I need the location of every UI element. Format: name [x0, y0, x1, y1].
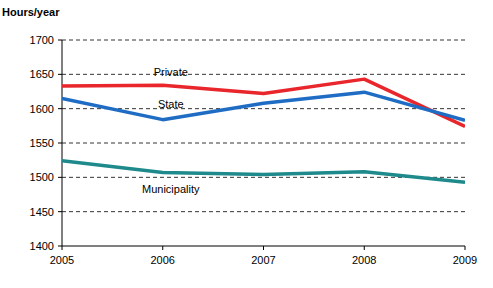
x-tick-label: 2006	[151, 254, 175, 266]
y-tick	[58, 40, 62, 41]
x-tick	[263, 246, 264, 250]
chart: 1400 1450 1500 1550 1600 1650 1700 2005 2006 2007…	[0, 0, 493, 288]
plot-lines	[62, 79, 465, 182]
y-tick-label: 1450	[30, 206, 54, 218]
x-tick	[465, 246, 466, 250]
y-tick	[58, 177, 62, 178]
series-line	[62, 161, 465, 182]
y-tick-label: 1500	[30, 171, 54, 183]
grid-line	[62, 74, 465, 75]
y-tick	[58, 74, 62, 75]
series-label: State	[158, 98, 184, 110]
y-tick	[58, 246, 62, 247]
series-label: Private	[154, 66, 188, 78]
y-tick-label: 1700	[30, 34, 54, 46]
y-tick-label: 1400	[30, 240, 54, 252]
series-label: Municipality	[142, 183, 200, 195]
x-tick-label: 2007	[251, 254, 275, 266]
y-tick-label: 1600	[30, 103, 54, 115]
y-axis-label: Hours/year	[2, 6, 60, 18]
y-axis	[62, 40, 63, 246]
grid-line	[62, 211, 465, 212]
y-tick	[58, 108, 62, 109]
series-line	[62, 79, 465, 126]
y-tick-label: 1550	[30, 137, 54, 149]
grid-line	[62, 108, 465, 109]
x-tick	[364, 246, 365, 250]
grid-line	[62, 40, 465, 41]
x-tick	[62, 246, 63, 250]
x-tick	[162, 246, 163, 250]
series-line	[62, 92, 465, 120]
y-tick	[58, 143, 62, 144]
x-tick-label: 2008	[352, 254, 376, 266]
grid-line	[62, 143, 465, 144]
x-tick-label: 2009	[453, 254, 477, 266]
y-tick-label: 1650	[30, 68, 54, 80]
y-tick	[58, 211, 62, 212]
x-tick-label: 2005	[50, 254, 74, 266]
